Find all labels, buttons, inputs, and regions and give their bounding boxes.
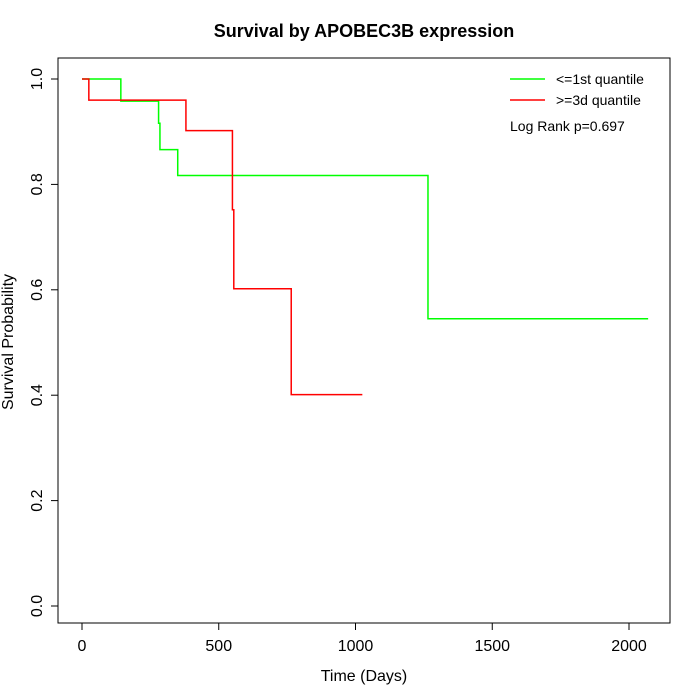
y-tick-label: 0.0	[29, 595, 46, 617]
y-tick-label: 1.0	[29, 68, 46, 90]
x-tick-label: 1000	[338, 638, 374, 655]
y-axis-label: Survival Probability	[0, 274, 17, 410]
plot-area-frame	[57, 57, 671, 624]
legend-entry-high: >=3d quantile	[556, 92, 641, 108]
y-tick-label: 0.8	[29, 173, 46, 195]
y-tick-label: 0.6	[29, 279, 46, 301]
legend-entry-low: <=1st quantile	[556, 71, 644, 87]
x-tick-label: 500	[205, 638, 232, 655]
x-tick-label: 0	[78, 638, 87, 655]
series-line-high	[82, 78, 363, 396]
y-tick-label: 0.2	[29, 489, 46, 511]
y-axis: 0.0 0.2 0.4 0.6 0.8 1.0	[29, 68, 59, 617]
legend: <=1st quantile >=3d quantile	[510, 71, 644, 108]
x-axis: 0 500 1000 1500 2000	[78, 622, 647, 655]
x-axis-label: Time (Days)	[321, 668, 408, 685]
chart-title: Survival by APOBEC3B expression	[214, 21, 514, 41]
series-layer	[82, 78, 649, 396]
log-rank-annotation: Log Rank p=0.697	[510, 118, 625, 134]
series-line-low	[82, 78, 649, 320]
x-tick-label: 2000	[611, 638, 647, 655]
y-tick-label: 0.4	[29, 384, 46, 406]
x-tick-label: 1500	[474, 638, 510, 655]
